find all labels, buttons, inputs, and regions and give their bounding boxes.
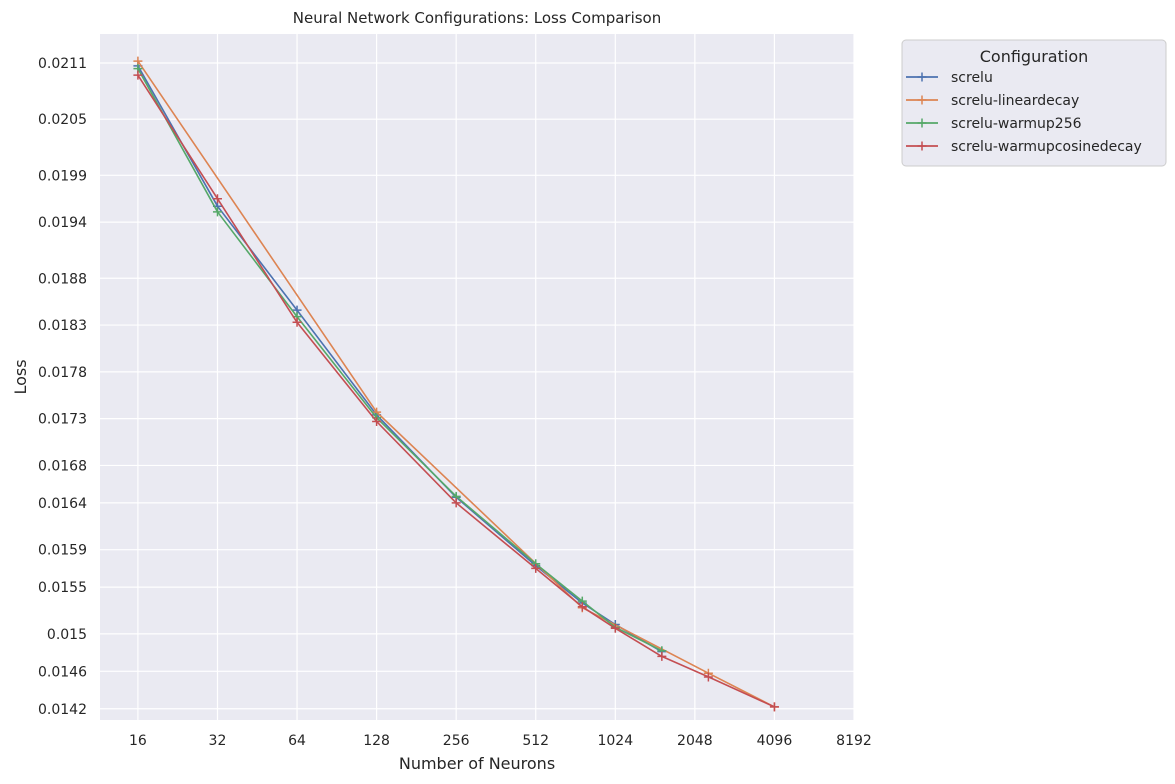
data-point bbox=[657, 651, 667, 661]
grid-lines bbox=[100, 34, 855, 720]
y-tick-label: 0.0173 bbox=[38, 412, 87, 428]
x-tick-label: 16 bbox=[129, 733, 147, 749]
legend-marker bbox=[917, 141, 927, 151]
legend-title: Configuration bbox=[980, 47, 1089, 66]
y-tick-label: 0.0183 bbox=[38, 318, 87, 334]
legend-item: screlu-lineardecay bbox=[906, 93, 1079, 109]
data-point bbox=[372, 416, 382, 426]
y-tick-label: 0.0168 bbox=[38, 458, 87, 474]
y-tick-label: 0.0155 bbox=[38, 580, 87, 596]
x-tick-label: 512 bbox=[522, 733, 549, 749]
data-point bbox=[703, 672, 713, 682]
y-tick-label: 0.0178 bbox=[38, 365, 87, 381]
legend-label: screlu-lineardecay bbox=[951, 93, 1079, 109]
legend-label: screlu-warmup256 bbox=[951, 116, 1082, 132]
x-axis-label: Number of Neurons bbox=[399, 754, 555, 773]
data-point bbox=[133, 70, 143, 80]
series-screlu-warmupcosinedecay bbox=[133, 70, 779, 712]
series-lines bbox=[133, 56, 779, 712]
y-tick-label: 0.0142 bbox=[38, 702, 87, 718]
y-tick-label: 0.0146 bbox=[38, 664, 87, 680]
x-tick-label: 256 bbox=[443, 733, 470, 749]
legend-marker bbox=[917, 72, 927, 82]
x-tick-label: 64 bbox=[288, 733, 306, 749]
legend-items: screlu screlu-lineardecay screlu-warmup256… bbox=[906, 70, 1142, 155]
x-tick-label: 128 bbox=[363, 733, 390, 749]
legend-marker bbox=[917, 95, 927, 105]
legend-box bbox=[901, 39, 1167, 167]
y-tick-label: 0.0159 bbox=[38, 543, 87, 559]
y-tick-label: 0.0211 bbox=[38, 56, 87, 72]
legend-label: screlu-warmupcosinedecay bbox=[951, 139, 1142, 155]
x-tick-label: 4096 bbox=[757, 733, 793, 749]
x-tick-label: 2048 bbox=[677, 733, 713, 749]
data-point bbox=[212, 194, 222, 204]
data-point bbox=[577, 602, 587, 612]
y-axis-label: Loss bbox=[11, 359, 30, 394]
plot-area bbox=[100, 34, 854, 720]
legend: Configuration screluscrelu-lineardecaysc… bbox=[901, 39, 1167, 167]
y-tick-label: 0.0164 bbox=[38, 496, 87, 512]
data-point bbox=[292, 317, 302, 327]
tick-labels: 16 32 64 128 256 512 1024 2048 4096 8192 0.0142 0.0… bbox=[38, 56, 872, 749]
data-point bbox=[531, 563, 541, 573]
x-tick-label: 1024 bbox=[597, 733, 633, 749]
legend-marker bbox=[917, 118, 927, 128]
legend-item: screlu bbox=[906, 70, 993, 86]
chart-title: Neural Network Configurations: Loss Comp… bbox=[293, 9, 662, 27]
legend-item: screlu-warmupcosinedecay bbox=[906, 139, 1142, 155]
data-point bbox=[610, 623, 620, 633]
legend-item: screlu-warmup256 bbox=[906, 116, 1082, 132]
x-tick-label: 8192 bbox=[836, 733, 872, 749]
data-point bbox=[451, 498, 461, 508]
legend-label: screlu bbox=[951, 70, 993, 86]
x-tick-label: 32 bbox=[209, 733, 227, 749]
data-point bbox=[212, 207, 222, 217]
y-tick-label: 0.0205 bbox=[38, 112, 87, 128]
y-tick-label: 0.0199 bbox=[38, 168, 87, 184]
y-tick-label: 0.0194 bbox=[38, 215, 87, 231]
y-tick-label: 0.015 bbox=[47, 627, 87, 643]
data-point bbox=[769, 702, 779, 712]
y-tick-label: 0.0188 bbox=[38, 271, 87, 287]
